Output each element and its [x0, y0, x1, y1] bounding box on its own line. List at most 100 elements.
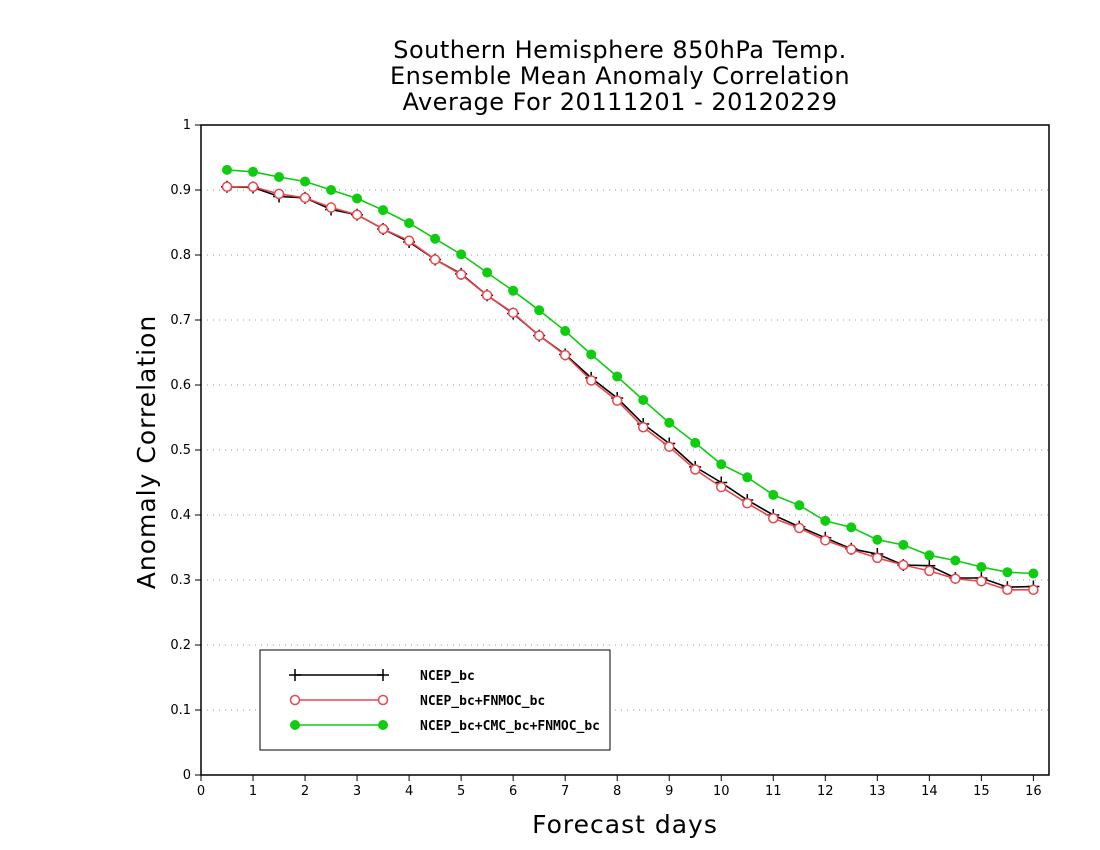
data-point: [976, 576, 987, 587]
data-point: [221, 181, 233, 192]
data-point: [611, 395, 623, 406]
x-tick-label: 10: [713, 784, 730, 799]
legend-label: NCEP_bc+CMC_bc+FNMOC_bc: [420, 719, 600, 734]
data-point: [715, 481, 727, 493]
x-tick-label: 1: [249, 784, 257, 799]
data-point: [456, 249, 467, 260]
data-point: [429, 254, 441, 265]
data-point: [768, 489, 779, 500]
x-tick-label: 16: [1025, 784, 1042, 799]
legend-marker: [289, 669, 301, 681]
data-point: [1002, 567, 1013, 578]
series-layer: [221, 164, 1040, 595]
x-tick-label: 14: [921, 784, 938, 799]
legend-item-3: NCEP_bc+CMC_bc+FNMOC_bc: [290, 719, 600, 734]
data-point: [872, 552, 883, 564]
x-tick-label: 6: [509, 784, 517, 799]
data-point: [533, 330, 545, 341]
data-point: [794, 500, 805, 511]
data-point: [820, 515, 831, 526]
data-point: [222, 164, 233, 175]
legend-marker: [378, 720, 388, 730]
data-point: [1028, 568, 1039, 579]
y-axis-label: Anomaly Correlation: [132, 315, 161, 589]
x-tick-label: 0: [197, 784, 205, 799]
x-axis-label: Forecast days: [532, 810, 718, 839]
data-point: [326, 185, 337, 195]
data-point: [638, 394, 649, 405]
legend-marker: [377, 694, 389, 706]
data-point: [898, 559, 909, 571]
x-tick-label: 5: [457, 784, 465, 799]
y-tick-label: 0.8: [170, 248, 191, 263]
data-point: [664, 417, 675, 428]
data-point: [403, 235, 415, 246]
data-point: [663, 441, 675, 452]
data-point: [455, 269, 467, 280]
data-point: [950, 573, 961, 584]
series-line: [226, 169, 1034, 575]
data-point: [482, 267, 493, 278]
data-point: [352, 193, 363, 204]
data-point: [404, 218, 415, 229]
y-tick-label: 0.2: [170, 638, 191, 653]
data-point: [274, 172, 285, 182]
data-point: [585, 375, 597, 386]
y-tick-label: 0.4: [170, 508, 191, 523]
x-tick-label: 3: [353, 784, 361, 799]
chart-title-line-3: Average For 20111201 - 20120229: [402, 88, 838, 116]
data-point: [872, 534, 883, 545]
legend-item-1: NCEP_bc: [289, 669, 475, 684]
data-point: [351, 209, 363, 220]
legend-label: NCEP_bc+FNMOC_bc: [420, 694, 545, 709]
data-point: [742, 472, 753, 483]
x-tick-label: 15: [973, 784, 990, 799]
data-point: [846, 522, 857, 533]
x-tick-label: 2: [301, 784, 309, 799]
chart-title-line-1: Southern Hemisphere 850hPa Temp.: [393, 36, 847, 64]
legend-label: NCEP_bc: [420, 669, 475, 684]
y-tick-label: 0.5: [170, 443, 191, 458]
chart-title-line-2: Ensemble Mean Anomaly Correlation: [389, 62, 851, 90]
legend-item-2: NCEP_bc+FNMOC_bc: [289, 694, 545, 709]
data-point: [950, 555, 961, 566]
axis-ticks: 00.10.20.30.40.50.60.70.80.910 1 2 3 4 5 6 7 8 9 1…: [170, 118, 1041, 799]
data-point: [612, 371, 623, 382]
legend-marker: [289, 694, 301, 706]
data-point: [742, 498, 753, 509]
y-tick-label: 0.3: [170, 573, 191, 588]
data-point: [794, 522, 805, 534]
data-point: [377, 223, 389, 235]
data-point: [1028, 584, 1039, 595]
y-tick-label: 0.1: [170, 703, 191, 718]
series-line: [226, 186, 1034, 588]
data-point: [820, 535, 831, 546]
x-tick-label: 8: [613, 784, 621, 799]
series-3: [222, 164, 1039, 579]
data-point: [325, 202, 337, 213]
legend: NCEP_bc NCEP_bc+FNMOC_bc NCEP_bc+CMC_bc+FN…: [259, 649, 611, 751]
data-point: [637, 422, 649, 433]
data-point: [924, 550, 935, 561]
y-tick-label: 0.9: [170, 183, 191, 198]
data-point: [300, 176, 311, 187]
data-point: [689, 464, 701, 475]
data-point: [559, 349, 571, 361]
series-2: [221, 181, 1039, 595]
data-point: [768, 513, 779, 524]
data-point: [481, 290, 493, 301]
legend-marker: [377, 669, 389, 681]
x-tick-label: 12: [817, 784, 834, 799]
y-tick-label: 1: [183, 118, 191, 133]
data-point: [690, 437, 701, 448]
x-tick-label: 13: [869, 784, 886, 799]
data-point: [1002, 584, 1013, 595]
data-point: [247, 181, 259, 192]
data-point: [976, 562, 987, 572]
data-point: [534, 305, 545, 316]
data-point: [586, 349, 597, 360]
data-point: [273, 188, 285, 200]
data-point: [924, 565, 935, 577]
x-tick-label: 4: [405, 784, 413, 799]
